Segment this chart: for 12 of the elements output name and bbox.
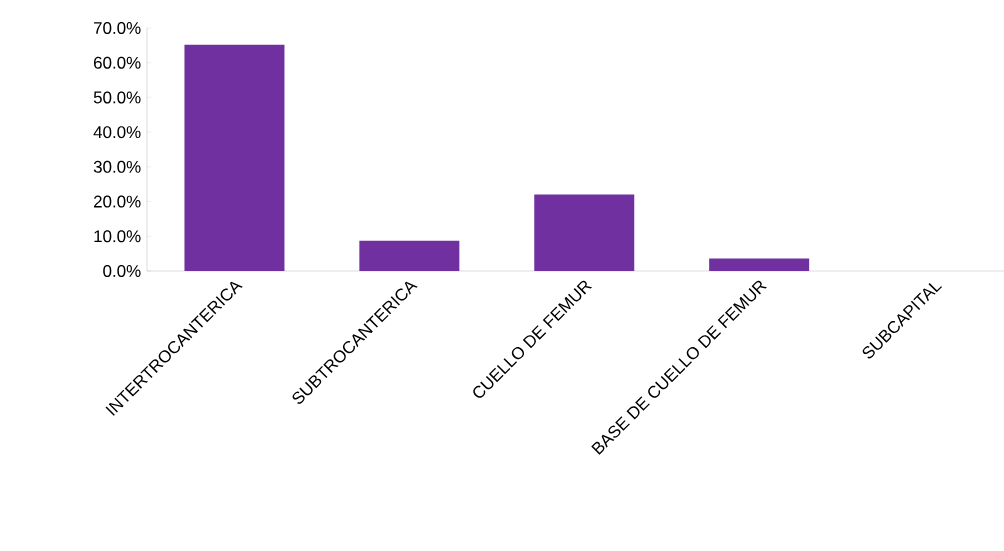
y-tick-label: 40.0% xyxy=(93,126,141,139)
bar xyxy=(184,44,285,271)
y-tick-label: 20.0% xyxy=(94,195,141,208)
bar xyxy=(359,240,460,271)
y-tick-label: 50.0% xyxy=(93,91,141,104)
y-tick-label: 70.0% xyxy=(94,21,141,34)
y-tick-label: 30.0% xyxy=(93,160,141,173)
y-tick-label: 0.0% xyxy=(103,264,141,277)
y-tick-label: 10.0% xyxy=(94,230,141,243)
bar xyxy=(534,194,635,271)
bar xyxy=(709,258,810,271)
y-tick-label: 60.0% xyxy=(94,56,141,69)
